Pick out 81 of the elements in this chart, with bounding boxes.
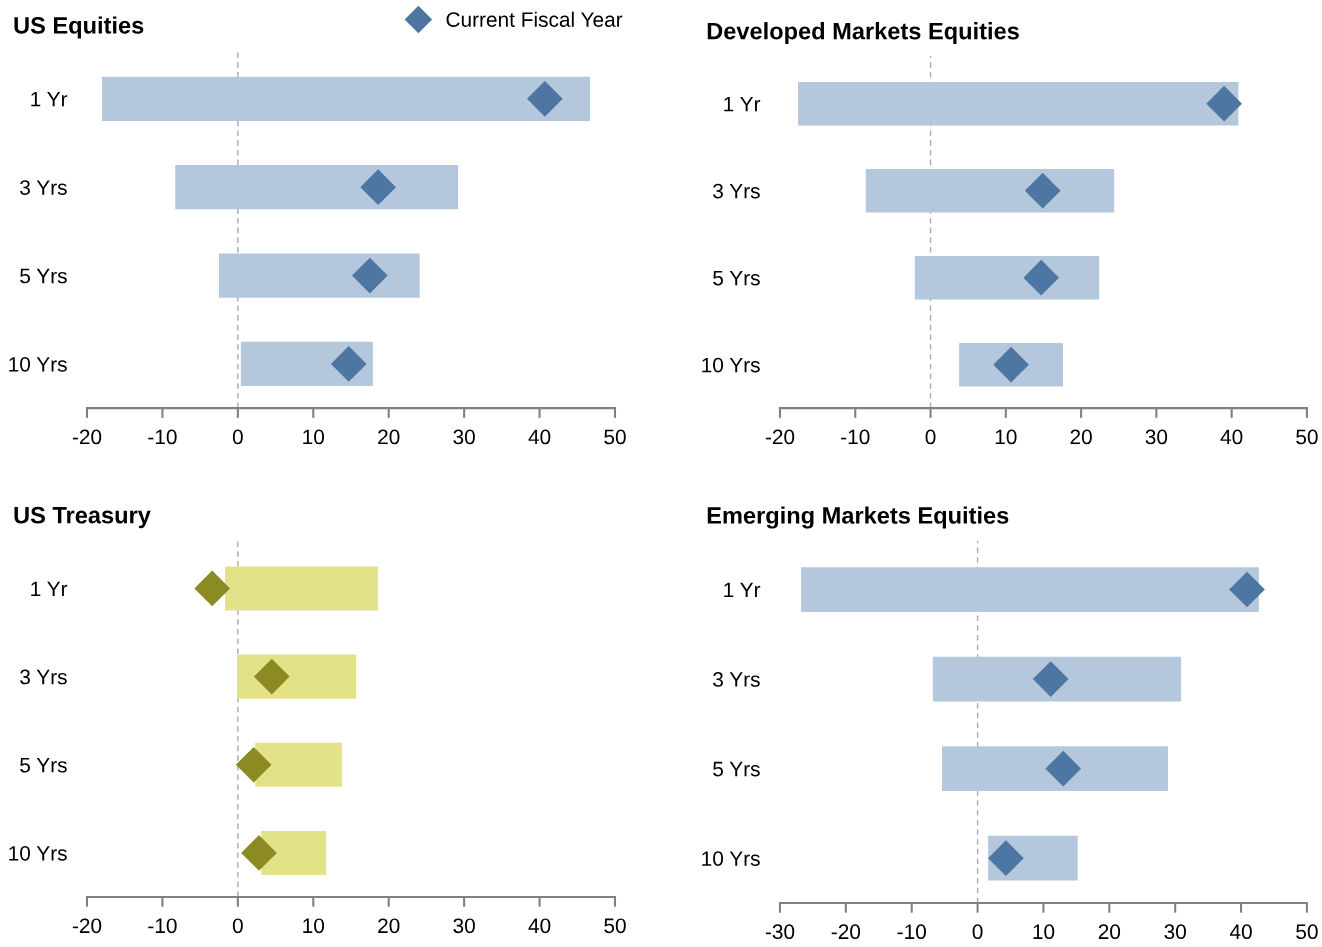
point: [352, 257, 388, 294]
y-tick-label: 1 Yr: [31, 581, 68, 597]
x-tick-label: 10: [303, 918, 325, 934]
x-tick-label: -20: [831, 924, 861, 940]
bar: [914, 255, 1100, 300]
x-tick-label: 0: [232, 429, 243, 445]
x-tick-label: 30: [453, 429, 475, 445]
y-tick-label: 10 Yrs: [9, 845, 67, 861]
chart-title: Emerging Markets Equities: [707, 506, 1009, 529]
x-tick-label: 10: [1033, 924, 1055, 940]
point: [1023, 259, 1060, 296]
x-tick-label: 30: [1145, 429, 1168, 445]
x-tick-label: 20: [1070, 429, 1092, 445]
x-tick-label: -20: [765, 429, 795, 445]
point: [1229, 571, 1265, 608]
point: [1032, 661, 1069, 697]
x-tick-label: 20: [378, 918, 400, 934]
y-tick-label: 3 Yrs: [713, 672, 760, 687]
bar: [865, 168, 1115, 213]
x-tick-label: 50: [604, 918, 626, 934]
chart-title: US Treasury: [14, 506, 151, 529]
y-tick-label: 3 Yrs: [713, 183, 760, 199]
point: [527, 80, 563, 117]
y-tick-label: 1 Yr: [724, 96, 761, 112]
x-tick-label: 50: [1296, 924, 1318, 940]
x-tick-label: 40: [528, 429, 551, 445]
legend-label: Current Fiscal Year: [446, 11, 623, 27]
bar: [801, 567, 1259, 612]
x-tick-label: 0: [232, 918, 243, 934]
bar: [798, 81, 1239, 126]
bar: [225, 566, 379, 611]
point: [241, 835, 277, 871]
point: [194, 570, 231, 607]
x-tick-label: 40: [528, 918, 551, 934]
y-tick-label: 10 Yrs: [9, 356, 67, 372]
bar: [175, 165, 459, 210]
x-tick-label: 30: [453, 918, 475, 934]
x-tick-label: 50: [604, 429, 626, 445]
bar: [932, 656, 1182, 702]
y-tick-label: 5 Yrs: [713, 270, 760, 286]
point: [330, 346, 367, 382]
x-tick-label: -10: [148, 429, 177, 445]
x-tick-label: -20: [72, 429, 102, 445]
y-tick-label: 1 Yr: [724, 582, 761, 598]
chart-title: US Equities: [14, 16, 144, 39]
point: [1024, 172, 1061, 209]
point: [253, 658, 290, 695]
x-tick-label: 0: [972, 924, 983, 940]
x-tick-label: 50: [1296, 429, 1318, 445]
x-tick-label: 0: [925, 429, 936, 445]
chart-title: Developed Markets Equities: [707, 22, 1019, 45]
x-tick-label: -20: [72, 918, 102, 934]
point: [988, 840, 1024, 877]
x-tick-label: 20: [1098, 924, 1121, 940]
point: [235, 746, 272, 783]
bar: [942, 746, 1168, 792]
x-tick-label: -10: [897, 924, 926, 940]
y-tick-label: 5 Yrs: [20, 268, 67, 284]
x-tick-label: 20: [378, 429, 400, 445]
x-tick-label: 10: [303, 429, 325, 445]
point: [1206, 85, 1242, 122]
y-tick-label: 1 Yr: [31, 92, 68, 107]
x-tick-label: -30: [765, 924, 795, 940]
bar: [255, 742, 342, 787]
y-tick-label: 10 Yrs: [702, 851, 760, 866]
y-tick-label: 10 Yrs: [702, 357, 760, 373]
point: [1045, 750, 1082, 787]
x-tick-label: 40: [1220, 429, 1243, 445]
point: [360, 169, 396, 206]
y-tick-label: 5 Yrs: [20, 757, 67, 773]
x-tick-label: -10: [148, 918, 177, 934]
x-tick-label: 10: [995, 429, 1017, 445]
bar: [261, 830, 327, 875]
y-tick-label: 5 Yrs: [713, 761, 760, 777]
x-tick-label: 30: [1164, 924, 1186, 940]
y-tick-label: 3 Yrs: [20, 669, 67, 685]
y-tick-label: 3 Yrs: [20, 180, 67, 195]
bar: [102, 76, 591, 121]
x-tick-label: -10: [841, 429, 870, 445]
bar: [218, 253, 420, 298]
x-tick-label: 40: [1229, 924, 1252, 940]
